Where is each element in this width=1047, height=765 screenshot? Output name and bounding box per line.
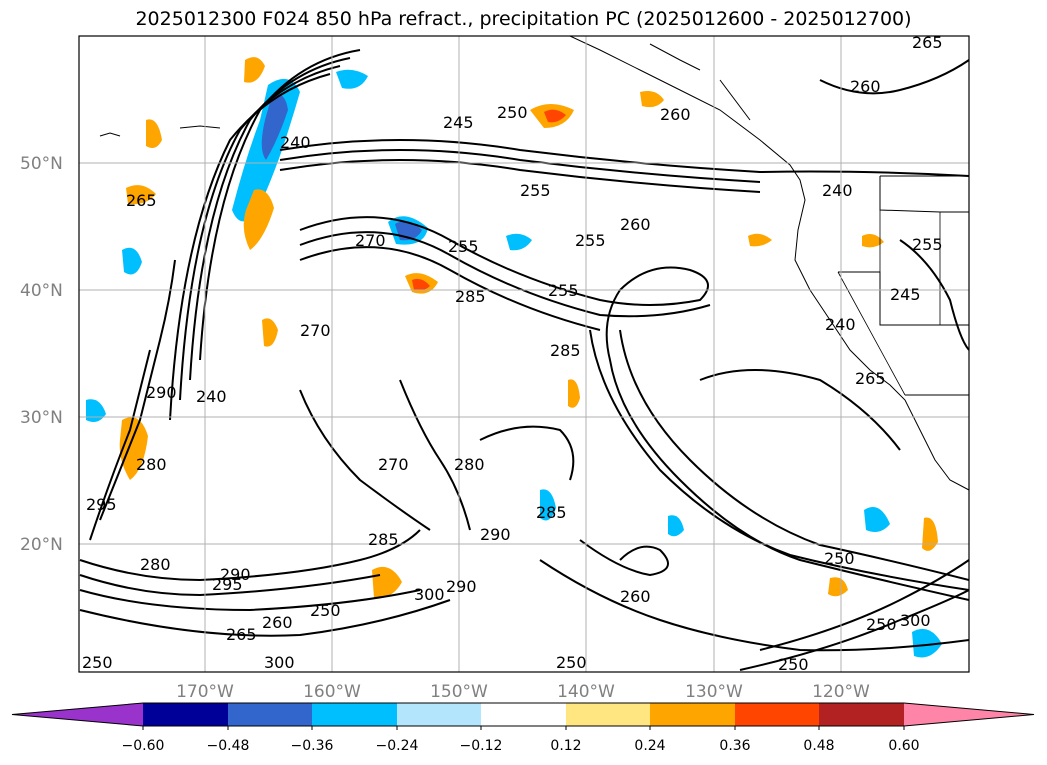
lat-label: 30°N <box>20 408 63 428</box>
colorbar-segment <box>228 703 312 726</box>
colorbar-tick-label: −0.24 <box>376 738 419 754</box>
contour-label: 240 <box>822 181 853 200</box>
contour-label: 295 <box>86 495 117 514</box>
contour-label: 285 <box>368 530 399 549</box>
colorbar-tick-labels: −0.60 −0.48 −0.36 −0.24 −0.12 0.12 0.24 … <box>122 738 920 754</box>
contour-label: 285 <box>455 287 486 306</box>
colorbar-tick-label: 0.36 <box>719 738 750 754</box>
contour-label: 300 <box>264 653 295 672</box>
contour-label: 240 <box>196 387 227 406</box>
colorbar-segment <box>143 703 228 726</box>
colorbar-segment <box>819 703 904 726</box>
contour-label: 300 <box>414 585 445 604</box>
lat-label: 50°N <box>20 154 63 174</box>
contour-label: 295 <box>212 575 243 594</box>
contour-label: 265 <box>912 33 943 52</box>
contour-label: 265 <box>126 191 157 210</box>
gridlines <box>79 36 969 672</box>
contour-label: 265 <box>226 625 257 644</box>
contour-label: 285 <box>536 503 567 522</box>
colorbar-segment <box>650 703 735 726</box>
contour-label: 265 <box>855 369 886 388</box>
contour-labels: 265 260 260 250 245 240 265 255 260 255 … <box>82 33 943 674</box>
contour-label: 260 <box>262 613 293 632</box>
contour-label: 240 <box>825 315 856 334</box>
contour-label: 280 <box>140 555 171 574</box>
contour-label: 290 <box>446 577 477 596</box>
contour-label: 280 <box>136 455 167 474</box>
colorbar-tick-label: −0.60 <box>122 738 165 754</box>
contour-label: 260 <box>620 215 651 234</box>
contour-label: 250 <box>778 655 809 674</box>
colorbar-segment <box>566 703 650 726</box>
contour-label: 290 <box>220 565 251 584</box>
contour-label: 240 <box>280 133 311 152</box>
precipitation-shading <box>86 57 942 658</box>
colorbar-extension-low <box>12 703 143 726</box>
lon-label: 160°W <box>303 682 361 702</box>
colorbar-segment <box>481 703 566 726</box>
lon-label: 130°W <box>685 682 743 702</box>
colorbar-tick-label: −0.48 <box>207 738 250 754</box>
colorbar-tick-label: −0.12 <box>460 738 503 754</box>
lon-label: 170°W <box>176 682 234 702</box>
longitude-labels: 170°W 160°W 150°W 140°W 130°W 120°W <box>176 682 870 702</box>
map-title: 2025012300 F024 850 hPa refract., precip… <box>135 8 912 30</box>
contour-label: 260 <box>850 77 881 96</box>
lat-label: 20°N <box>20 535 63 555</box>
lat-label: 40°N <box>20 281 63 301</box>
contour-label: 250 <box>310 601 341 620</box>
colorbar-segment <box>735 703 819 726</box>
contour-label: 245 <box>443 113 474 132</box>
contour-label: 285 <box>550 341 581 360</box>
colorbar-tick-label: −0.36 <box>291 738 334 754</box>
colorbar-tick-label: 0.12 <box>550 738 581 754</box>
colorbar-tick-label: 0.60 <box>888 738 919 754</box>
contour-label: 250 <box>556 653 587 672</box>
contour-label: 255 <box>912 235 943 254</box>
contour-label: 250 <box>497 103 528 122</box>
colorbar-tick-label: 0.48 <box>803 738 834 754</box>
lon-label: 140°W <box>557 682 615 702</box>
state-borders <box>837 176 941 396</box>
contour-label: 260 <box>660 105 691 124</box>
contour-label: 290 <box>480 525 511 544</box>
contour-label: 255 <box>520 181 551 200</box>
contour-label: 290 <box>146 383 177 402</box>
contour-label: 270 <box>355 231 386 250</box>
lon-label: 120°W <box>812 682 870 702</box>
contour-label: 270 <box>378 455 409 474</box>
plot-frame <box>78 35 970 673</box>
contour-label: 250 <box>866 615 897 634</box>
latitude-labels: 50°N 40°N 30°N 20°N <box>20 154 63 555</box>
contour-label: 300 <box>900 611 931 630</box>
contour-label: 270 <box>300 321 331 340</box>
colorbar-segment <box>397 703 481 726</box>
lon-label: 150°W <box>430 682 488 702</box>
colorbar-tick-label: 0.24 <box>634 738 665 754</box>
contour-label: 245 <box>890 285 921 304</box>
colorbar <box>11 702 1035 730</box>
contour-label: 255 <box>448 237 479 256</box>
contour-label: 250 <box>824 549 855 568</box>
contour-label: 250 <box>82 653 113 672</box>
contour-label: 280 <box>454 455 485 474</box>
refractivity-contours <box>79 49 969 671</box>
contour-label: 255 <box>548 281 579 300</box>
contour-label: 260 <box>620 587 651 606</box>
colorbar-extension-high <box>904 703 1034 726</box>
colorbar-segment <box>312 703 397 726</box>
contour-label: 255 <box>575 231 606 250</box>
